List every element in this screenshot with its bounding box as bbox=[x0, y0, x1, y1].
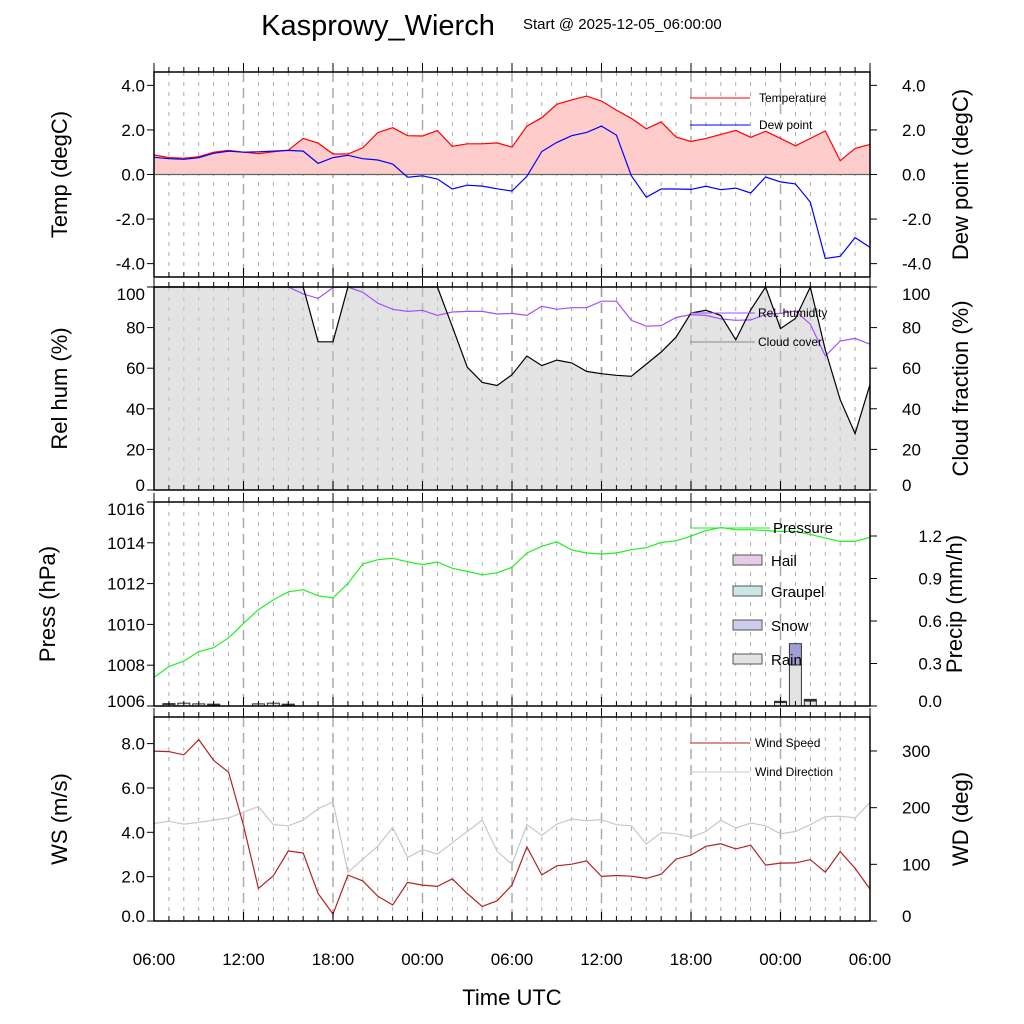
y-tick-label-right: 100 bbox=[902, 855, 930, 874]
x-tick-label: 00:00 bbox=[401, 950, 444, 969]
y-tick-label: 6.0 bbox=[121, 779, 145, 798]
y-tick-label: 0.0 bbox=[121, 907, 145, 926]
y-tick-label: 1008 bbox=[107, 656, 145, 675]
temperature-fill bbox=[154, 96, 870, 175]
y-tick-label-right: 200 bbox=[902, 799, 930, 818]
y-tick-label-right: 4.0 bbox=[902, 76, 926, 95]
y-tick-label: 1016 bbox=[107, 500, 145, 519]
x-tick-label: 12:00 bbox=[222, 950, 265, 969]
y-tick-label: 4.0 bbox=[121, 76, 145, 95]
y-tick-label: 100 bbox=[117, 285, 145, 304]
plot-layer: 4.0 4.0 2.0 2.0 0.0 0.0 -2.0 -2.0 -4.0 -4.0 Temp (… bbox=[35, 63, 973, 969]
x-tick-label: 18:00 bbox=[670, 950, 713, 969]
y-tick-label: 8.0 bbox=[121, 735, 145, 754]
y-axis-label-right: WD (deg) bbox=[948, 772, 973, 866]
y-tick-label-right: 20 bbox=[902, 440, 921, 459]
y-tick-label-right: 60 bbox=[902, 359, 921, 378]
x-tick-label: 06:00 bbox=[133, 950, 176, 969]
y-tick-label-right: 2.0 bbox=[902, 121, 926, 140]
x-tick-label: 00:00 bbox=[759, 950, 802, 969]
y-tick-label-right: -4.0 bbox=[902, 255, 931, 274]
y-tick-label: 1012 bbox=[107, 575, 145, 594]
legend-label: Rain bbox=[771, 652, 802, 669]
y-tick-label-right: -2.0 bbox=[902, 210, 931, 229]
y-axis-label: WS (m/s) bbox=[47, 773, 72, 865]
y-tick-label-right: 0 bbox=[902, 476, 911, 495]
y-tick-label: -4.0 bbox=[116, 255, 145, 274]
panel-1: 4.0 4.0 2.0 2.0 0.0 0.0 -2.0 -2.0 -4.0 -4.0 Temp (… bbox=[47, 63, 973, 278]
grid bbox=[168, 502, 856, 706]
y-tick-label-right: 1.2 bbox=[918, 527, 942, 546]
legend-label: Wind Direction bbox=[755, 765, 833, 779]
y-tick-label: 0 bbox=[136, 476, 145, 495]
y-tick-label: 40 bbox=[126, 400, 145, 419]
y-axis-label: Press (hPa) bbox=[35, 546, 60, 662]
x-tick-label: 18:00 bbox=[312, 950, 355, 969]
snow-bar bbox=[803, 698, 817, 702]
wind-direction-line bbox=[153, 801, 871, 874]
legend-label: Snow bbox=[771, 618, 809, 635]
wind-speed-line bbox=[153, 738, 871, 916]
y-tick-label: 1006 bbox=[107, 692, 145, 711]
panel-3: 1006100810101012101410160.00.30.60.91.2P… bbox=[35, 493, 967, 711]
legend-label: Cloud cover bbox=[758, 335, 822, 349]
snow-bar bbox=[788, 643, 802, 666]
y-tick-label-right: 0.0 bbox=[918, 692, 942, 711]
y-tick-label: 60 bbox=[126, 359, 145, 378]
legend-label: Dew point bbox=[759, 118, 813, 132]
y-axis-label: Temp (degC) bbox=[47, 111, 72, 238]
x-axis-label: Time UTC bbox=[462, 985, 562, 1010]
y-tick-label-right: 300 bbox=[902, 742, 930, 761]
y-tick-label: 1010 bbox=[107, 615, 145, 634]
legend-label: Graupel bbox=[771, 584, 824, 601]
legend-label: Wind Speed bbox=[755, 736, 820, 750]
temperature-line bbox=[153, 95, 871, 162]
y-tick-label: 2.0 bbox=[121, 121, 145, 140]
pressure-line bbox=[153, 526, 871, 678]
panel-2: 0 0 20 20 40 40 60 60 80 80 100 100 Rel hum (%) Cloud… bbox=[47, 278, 973, 495]
y-tick-label: 1014 bbox=[107, 534, 145, 553]
y-tick-label-right: 100 bbox=[902, 285, 930, 304]
x-tick-label: 12:00 bbox=[580, 950, 623, 969]
legend-swatch-rain bbox=[732, 653, 763, 665]
y-tick-label: 2.0 bbox=[121, 868, 145, 887]
y-tick-label-right: 80 bbox=[902, 319, 921, 338]
legend-swatch-snow bbox=[732, 619, 763, 631]
chart-subtitle: Start @ 2025-12-05_06:00:00 bbox=[523, 16, 722, 33]
y-axis-label-right: Cloud fraction (%) bbox=[948, 300, 973, 476]
legend-label: Rel. humidity bbox=[758, 306, 827, 320]
legend-label: Pressure bbox=[773, 520, 833, 537]
legend-label: Temperature bbox=[759, 91, 827, 105]
grid bbox=[168, 717, 856, 921]
y-axis-label-right: Dew point (degC) bbox=[948, 89, 973, 260]
legend-swatch-hail bbox=[732, 554, 763, 566]
y-axis-label-right: Precip (mm/h) bbox=[942, 535, 967, 673]
y-axis-label: Rel hum (%) bbox=[47, 327, 72, 449]
x-tick-label: 06:00 bbox=[491, 950, 534, 969]
rain-bar bbox=[788, 664, 802, 707]
y-tick-label-right: 40 bbox=[902, 400, 921, 419]
y-tick-label-right: 0.3 bbox=[918, 655, 942, 674]
chart-title: Kasprowy_Wierch bbox=[261, 10, 495, 42]
panel-4: 0.0 2.0 4.0 6.0 8.0 0 100 200 300 WS (m/s) WD (deg… bbox=[47, 708, 973, 926]
y-tick-label: -2.0 bbox=[116, 210, 145, 229]
x-tick-label: 06:00 bbox=[849, 950, 892, 969]
legend-label: Hail bbox=[771, 553, 797, 570]
dew-point-line bbox=[153, 125, 871, 260]
y-tick-label: 0.0 bbox=[121, 166, 145, 185]
y-tick-label: 80 bbox=[126, 319, 145, 338]
y-tick-label-right: 0.9 bbox=[918, 570, 942, 589]
y-tick-label: 4.0 bbox=[121, 823, 145, 842]
y-tick-label: 20 bbox=[126, 440, 145, 459]
y-tick-label-right: 0.0 bbox=[902, 166, 926, 185]
y-tick-label-right: 0 bbox=[902, 907, 911, 926]
legend-swatch-graupel bbox=[732, 585, 763, 597]
y-tick-label-right: 0.6 bbox=[918, 612, 942, 631]
